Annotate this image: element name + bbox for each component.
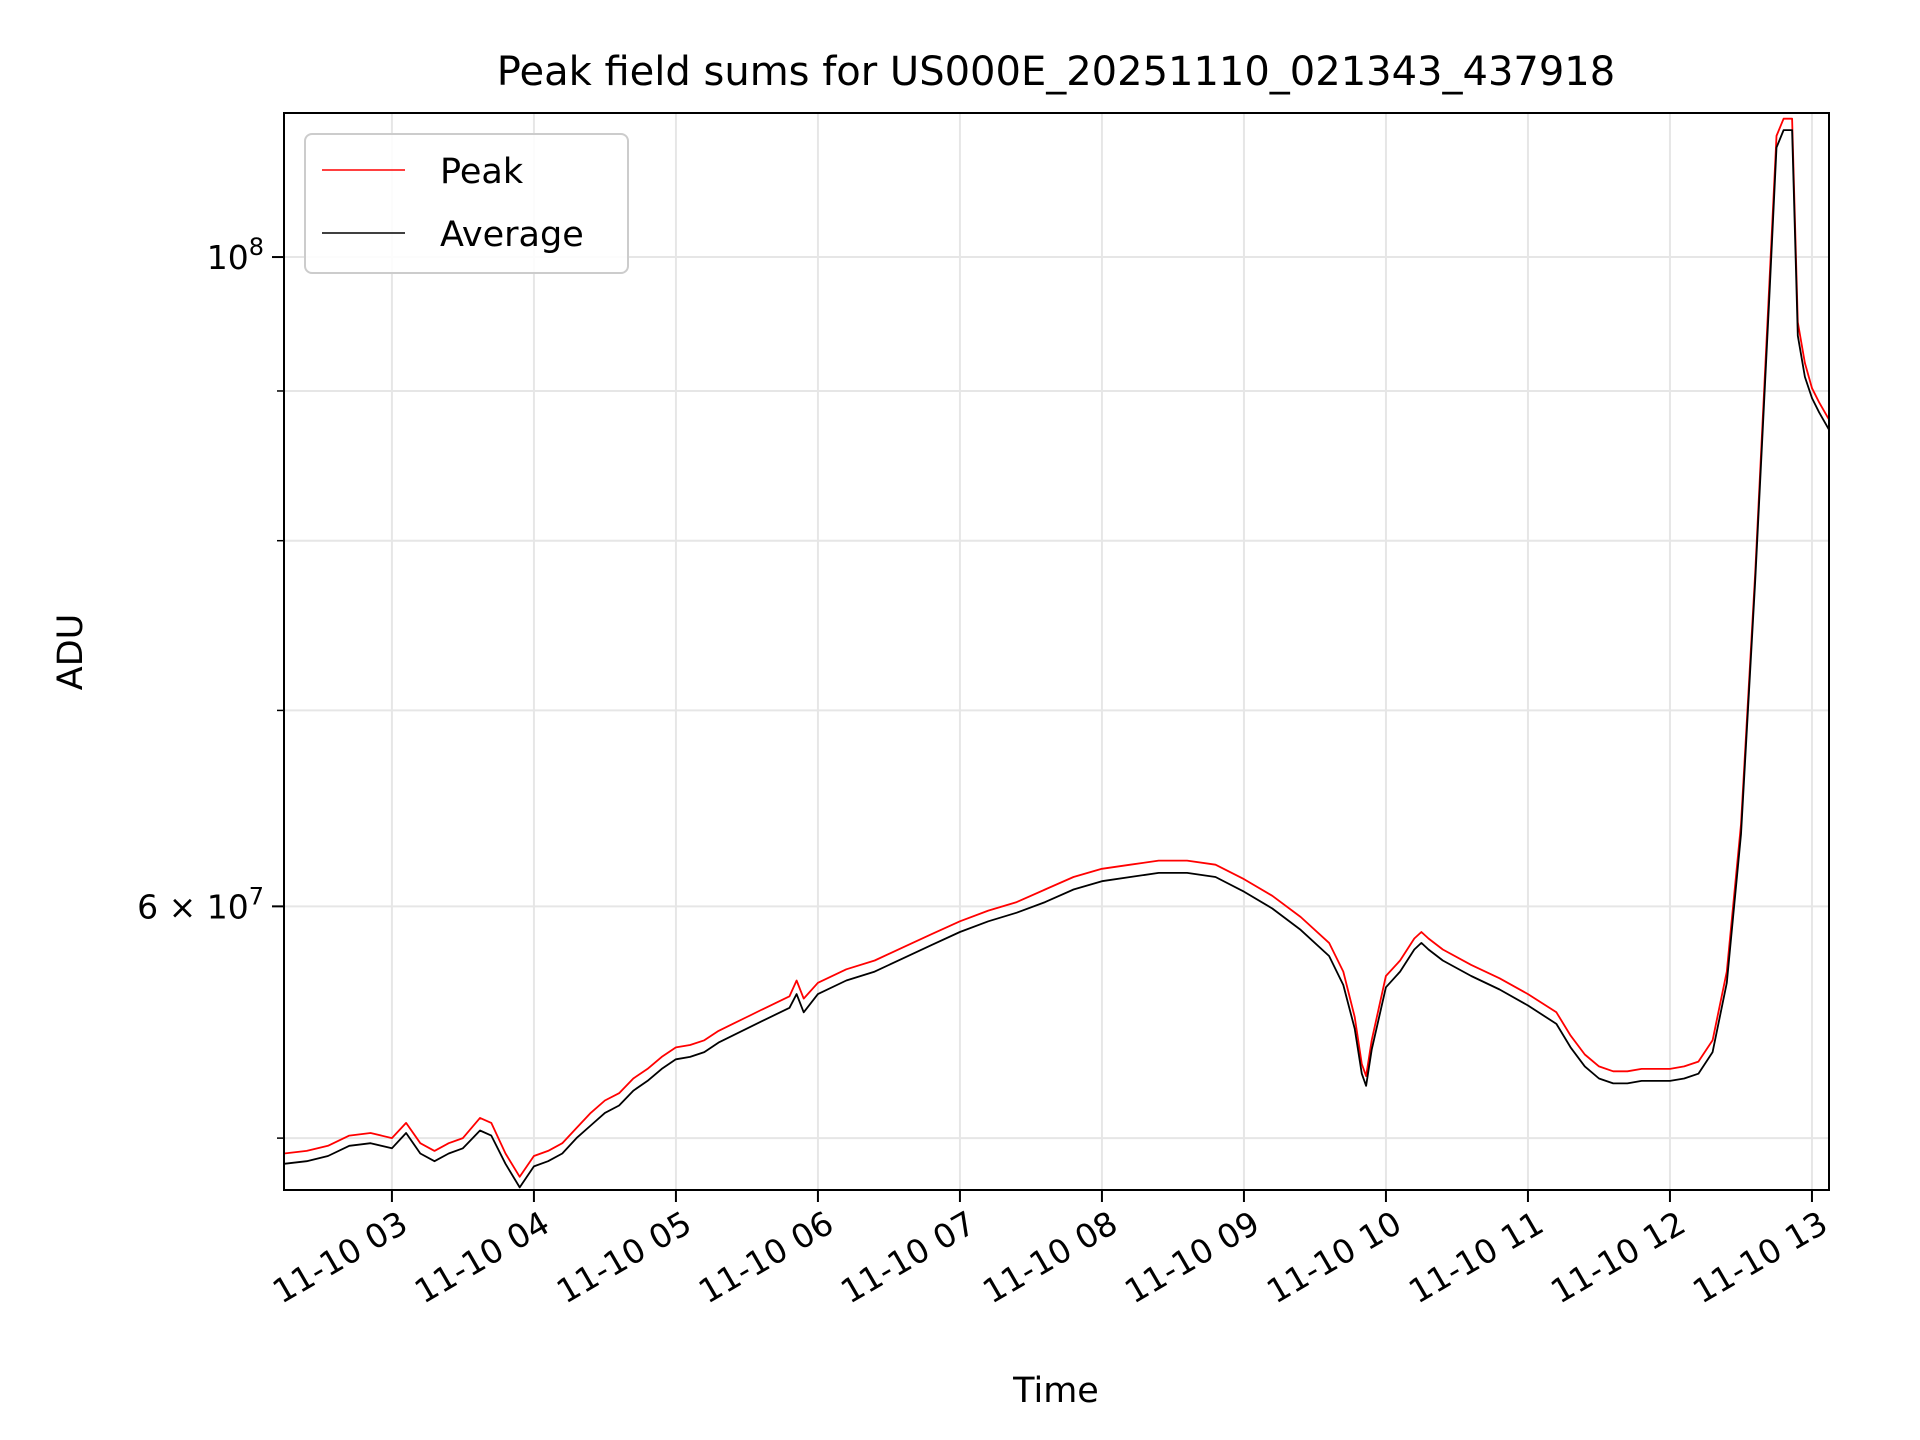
x-axis-label: Time [1012, 1371, 1099, 1411]
grid [284, 113, 1829, 1190]
legend: Peak Average [304, 133, 629, 274]
series-layer [284, 117, 1829, 1189]
series-average-line [284, 129, 1829, 1189]
legend-peak-label: Peak [440, 152, 524, 192]
series-peak-line [284, 117, 1829, 1178]
y-axis-label: ADU [51, 614, 91, 691]
chart-title: Peak field sums for US000E_20251110_0213… [497, 49, 1615, 95]
plot-frame [283, 112, 1830, 1191]
y-axis-ticks: 108 6 × 107 [137, 233, 284, 1139]
legend-box [304, 133, 629, 274]
legend-average-label: Average [440, 215, 584, 255]
y-tick-label: 108 [207, 233, 264, 277]
y-tick-label: 6 × 107 [137, 882, 264, 926]
